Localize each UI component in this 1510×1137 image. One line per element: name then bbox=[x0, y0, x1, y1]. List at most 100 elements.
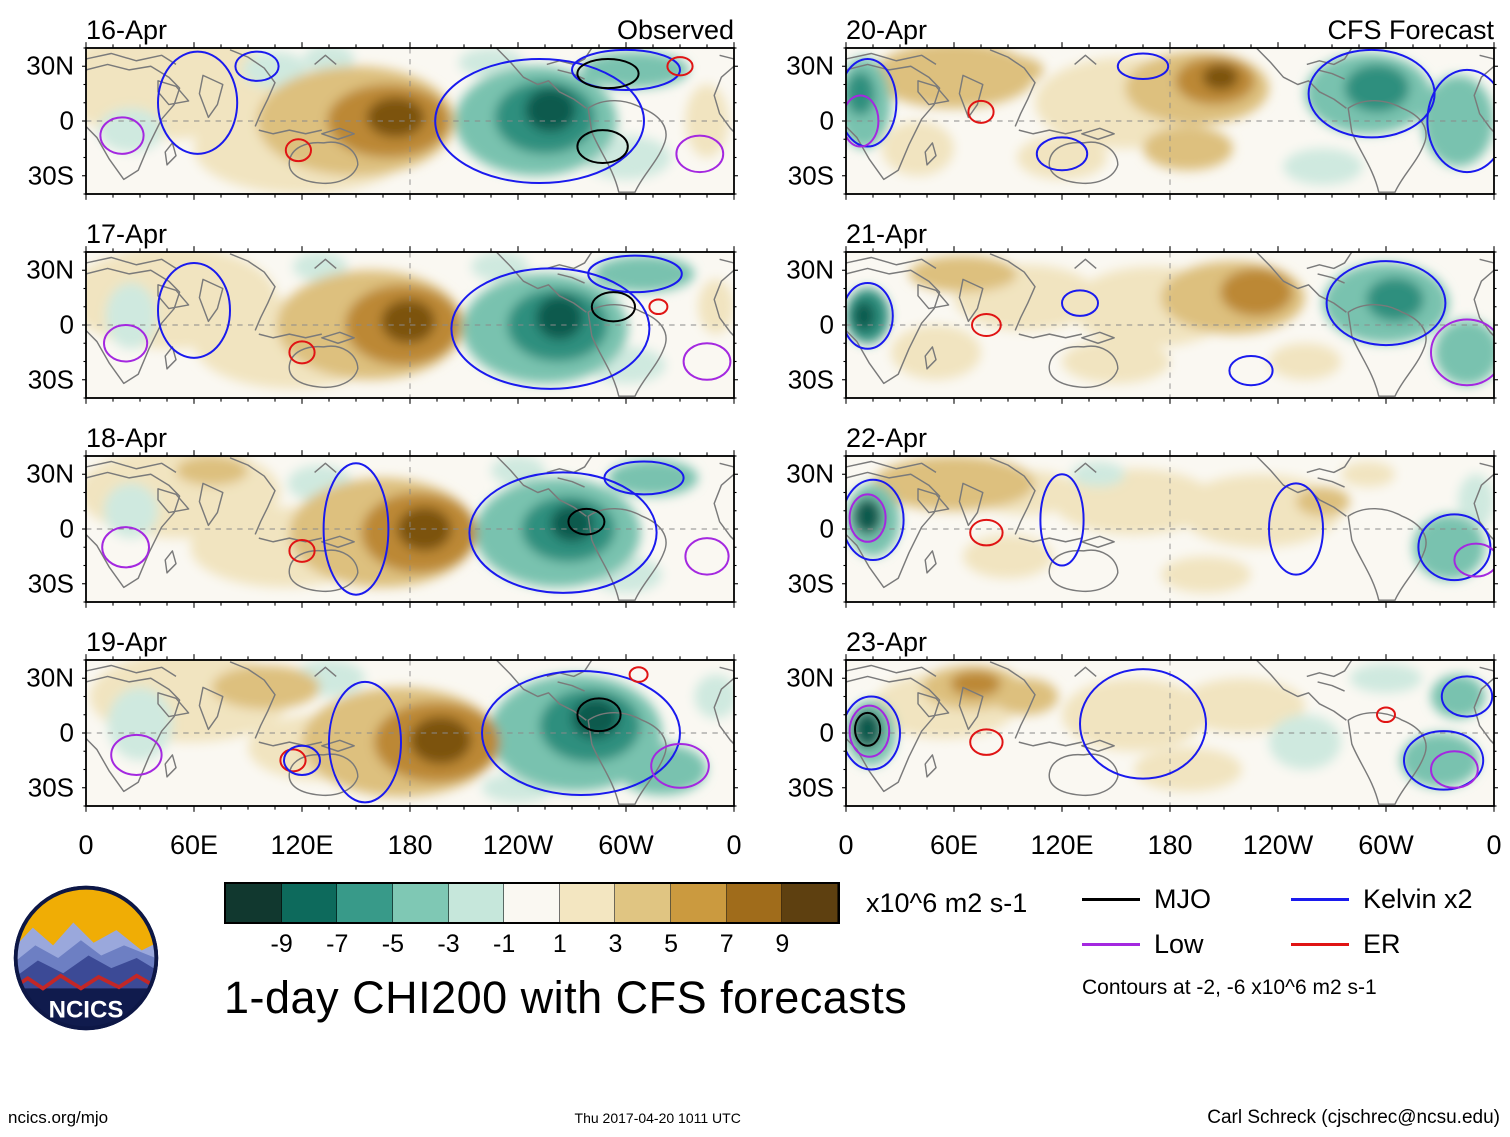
colorbar-segment bbox=[504, 884, 560, 922]
x-axis-label: 0 bbox=[1486, 830, 1502, 860]
colorbar-segment bbox=[671, 884, 727, 922]
y-axis-labels: 30N 0 30S bbox=[768, 252, 846, 398]
map-plot bbox=[842, 654, 1498, 812]
colorbar: -9 -7 -5 -3 -1 1 3 5 7 9 bbox=[224, 882, 840, 958]
panel-date-label: 18-Apr bbox=[86, 423, 168, 453]
map-plot bbox=[82, 450, 738, 608]
map-panel: 23-Apr 30N 0 30S bbox=[768, 618, 1498, 812]
bottom-panel: NCICS -9 -7 -5 -3 -1 1 3 5 7 9 x10^6 m2 s-1 1-day… bbox=[0, 868, 1510, 1034]
y-axis-label: 0 bbox=[819, 513, 834, 544]
panel-date-label: 20-Apr bbox=[846, 15, 928, 45]
legend-label: MJO bbox=[1154, 884, 1211, 914]
y-axis-label: 30N bbox=[786, 50, 834, 81]
x-axis-label: 60E bbox=[929, 830, 979, 860]
observed-column: 16-Apr Observed 30N 0 30S 17-Apr 30N 0 30S 1… bbox=[8, 6, 741, 868]
panel-date-label: 23-Apr bbox=[846, 627, 928, 657]
map-area bbox=[82, 450, 738, 608]
legend-line-swatch bbox=[1082, 898, 1140, 901]
map-panel: 20-Apr CFS Forecast 30N 0 30S bbox=[768, 6, 1498, 200]
panel-head: 23-Apr bbox=[846, 618, 1494, 660]
panel-head: 17-Apr bbox=[86, 210, 734, 252]
y-axis-label: 0 bbox=[819, 309, 834, 340]
legend-item: ER bbox=[1291, 929, 1492, 960]
x-axis-label: 0 bbox=[78, 830, 94, 860]
x-axis-label: 180 bbox=[1147, 830, 1193, 860]
map-area bbox=[82, 246, 738, 404]
colorbar-tick-label: -3 bbox=[437, 930, 460, 958]
colorbar-units: x10^6 m2 s-1 bbox=[866, 887, 1028, 918]
colorbar-tick-label: -5 bbox=[381, 930, 405, 958]
legend-line-swatch bbox=[1082, 943, 1140, 946]
panel-head: 22-Apr bbox=[846, 414, 1494, 456]
panel-head: 19-Apr bbox=[86, 618, 734, 660]
y-axis-label: 30S bbox=[787, 364, 834, 395]
x-axis-label: 120W bbox=[482, 830, 554, 860]
legend-item: MJO bbox=[1082, 884, 1283, 915]
x-axis-label: 120W bbox=[1242, 830, 1314, 860]
panel-body: 30N 0 30S bbox=[768, 654, 1498, 812]
y-axis-label: 0 bbox=[59, 309, 74, 340]
map-plot bbox=[842, 450, 1498, 608]
panel-head: 21-Apr bbox=[846, 210, 1494, 252]
page-title: 1-day CHI200 with CFS forecasts bbox=[224, 972, 908, 1023]
footer-url: ncics.org/mjo bbox=[8, 1108, 109, 1127]
ncics-logo-text: NCICS bbox=[49, 997, 124, 1024]
y-axis-label: 30N bbox=[26, 458, 74, 489]
x-axis-labels: 0 60E 120E 180 120W 60W 0 bbox=[78, 822, 741, 868]
map-area bbox=[842, 654, 1498, 812]
map-area bbox=[842, 42, 1498, 200]
panel-body: 30N 0 30S bbox=[768, 246, 1498, 404]
y-axis-label: 30N bbox=[786, 254, 834, 285]
legend-line-swatch bbox=[1291, 943, 1349, 946]
panel-date-label: 21-Apr bbox=[846, 219, 928, 249]
x-axis-label: 0 bbox=[838, 830, 854, 860]
panel-date-label: 16-Apr bbox=[86, 15, 168, 45]
map-plot bbox=[82, 246, 738, 404]
map-panel: 19-Apr 30N 0 30S bbox=[8, 618, 738, 812]
colorbar-segment bbox=[281, 884, 338, 922]
y-axis-labels: 30N 0 30S bbox=[8, 48, 86, 194]
panel-body: 30N 0 30S bbox=[8, 654, 738, 812]
legend-item: Kelvin x2 bbox=[1291, 884, 1492, 915]
colorbar-tick-label: 7 bbox=[719, 930, 734, 958]
y-axis-label: 30N bbox=[26, 662, 74, 693]
colorbar-tick-label: 5 bbox=[664, 930, 679, 958]
y-axis-labels: 30N 0 30S bbox=[768, 48, 846, 194]
y-axis-label: 30N bbox=[786, 458, 834, 489]
panel-body: 30N 0 30S bbox=[8, 246, 738, 404]
footer-timestamp: Thu 2017-04-20 1011 UTC bbox=[574, 1110, 741, 1126]
colorbar-segment bbox=[448, 884, 505, 922]
x-axis-labels: 0 60E 120E 180 120W 60W 0 bbox=[838, 822, 1501, 868]
y-axis-label: 0 bbox=[819, 717, 834, 748]
y-axis-labels: 30N 0 30S bbox=[8, 660, 86, 806]
y-axis-label: 0 bbox=[59, 105, 74, 136]
colorbar-and-title: -9 -7 -5 -3 -1 1 3 5 7 9 x10^6 m2 s-1 1-day CHI20… bbox=[224, 882, 1027, 1024]
map-area bbox=[842, 246, 1498, 404]
colorbar-segment bbox=[726, 884, 783, 922]
colorbar-segment bbox=[392, 884, 449, 922]
y-axis-label: 30S bbox=[787, 568, 834, 599]
y-axis-label: 30N bbox=[786, 662, 834, 693]
contours-note: Contours at -2, -6 x10^6 m2 s-1 bbox=[1082, 976, 1377, 999]
y-axis-label: 30N bbox=[26, 50, 74, 81]
legend-label: Low bbox=[1154, 929, 1204, 959]
colorbar-tick-label: 9 bbox=[775, 930, 790, 958]
x-axis-label: 120E bbox=[1030, 830, 1094, 860]
y-axis-label: 0 bbox=[59, 717, 74, 748]
footer-credit: Carl Schreck (cjschrec@ncsu.edu) bbox=[1207, 1107, 1500, 1128]
map-panel: 16-Apr Observed 30N 0 30S bbox=[8, 6, 738, 200]
y-axis-labels: 30N 0 30S bbox=[768, 660, 846, 806]
y-axis-labels: 30N 0 30S bbox=[8, 252, 86, 398]
y-axis-label: 0 bbox=[819, 105, 834, 136]
map-area bbox=[82, 654, 738, 812]
y-axis-label: 30S bbox=[27, 364, 74, 395]
map-plot bbox=[82, 42, 738, 200]
colorbar-segment bbox=[559, 884, 616, 922]
footer: ncics.org/mjo Thu 2017-04-20 1011 UTC Ca… bbox=[0, 1107, 1510, 1137]
x-axis-label: 180 bbox=[387, 830, 433, 860]
x-axis-label: 120E bbox=[270, 830, 334, 860]
column-header: Observed bbox=[616, 15, 734, 45]
colorbar-tick-label: 3 bbox=[608, 930, 623, 958]
y-axis-labels: 30N 0 30S bbox=[768, 456, 846, 602]
x-axis-label: 60E bbox=[169, 830, 219, 860]
